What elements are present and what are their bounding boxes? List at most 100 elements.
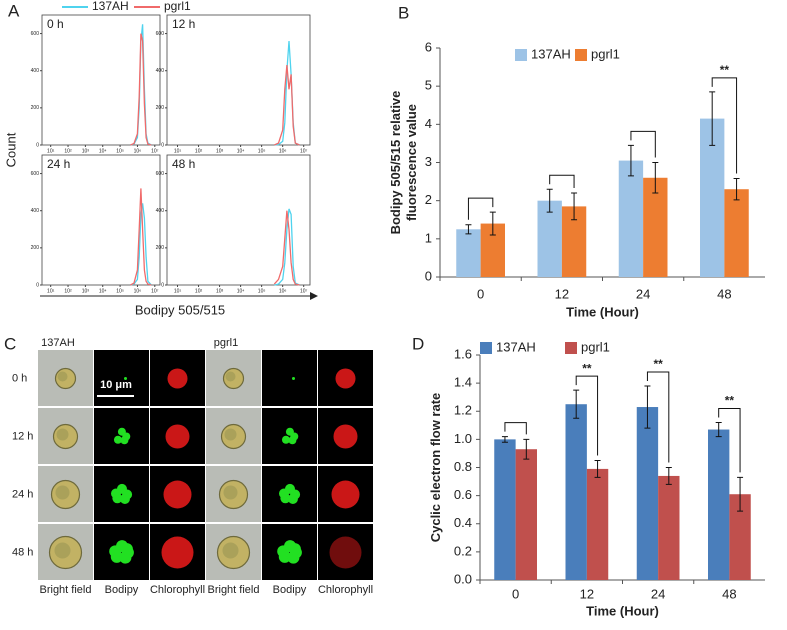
subplot-frame <box>166 154 311 286</box>
strain-label: pgrl1 <box>214 337 238 349</box>
y-axis-label-line: fluorescence value <box>404 104 419 221</box>
y-tick-label: 3 <box>425 154 432 169</box>
cell-detail <box>54 542 71 559</box>
significance-label: ** <box>725 394 735 408</box>
chlorophyll <box>335 368 356 389</box>
x-tick-label: 10² <box>64 288 72 294</box>
error-bar <box>501 436 508 443</box>
error-bar <box>627 144 634 177</box>
error-bar <box>715 422 722 438</box>
y-tick-label: 400 <box>156 208 165 214</box>
bar <box>515 449 537 580</box>
subplot-frame <box>166 14 311 146</box>
y-tick-label: 6 <box>425 39 432 54</box>
bar <box>537 200 562 277</box>
x-tick-label: 10² <box>195 148 203 154</box>
histogram-line <box>274 208 300 286</box>
x-tick-label: 12 <box>555 286 569 301</box>
y-tick-label: 400 <box>156 68 165 74</box>
legend-label: 137AH <box>531 46 571 61</box>
y-tick-label: 2 <box>425 192 432 207</box>
x-tick-label: 10⁴ <box>237 148 245 154</box>
histogram-line <box>274 40 300 146</box>
cell-detail <box>57 371 68 382</box>
error-bar <box>733 178 740 201</box>
legend-label: 137AH <box>496 339 536 354</box>
x-axis-label: Time (Hour) <box>566 304 639 319</box>
y-tick-label: 600 <box>31 31 40 37</box>
y-tick-label: 600 <box>156 171 165 177</box>
x-tick-label: 48 <box>722 586 736 601</box>
histogram-line <box>130 203 152 286</box>
lipid-droplet <box>292 377 295 380</box>
bar <box>456 229 481 277</box>
significance-label: ** <box>653 357 663 371</box>
y-tick-label: 0.2 <box>454 543 472 558</box>
error-bar <box>489 211 496 236</box>
y-tick-label: 0.0 <box>454 571 472 586</box>
x-tick-label: 10¹ <box>174 288 182 294</box>
lipid-droplet <box>278 488 289 499</box>
x-tick-label: 10⁷ <box>300 288 308 294</box>
y-tick-label: 200 <box>31 105 40 111</box>
x-tick-label: 10² <box>195 288 203 294</box>
cell-detail <box>55 485 70 500</box>
bar <box>618 160 644 277</box>
histogram-line <box>274 65 300 146</box>
x-tick-label: 24 <box>651 586 665 601</box>
error-bar <box>465 224 472 235</box>
y-tick-label: 600 <box>156 31 165 37</box>
bracket <box>504 422 527 435</box>
subplot-frame <box>41 14 161 146</box>
x-tick-label: 0 <box>477 286 484 301</box>
y-tick-label: 400 <box>31 208 40 214</box>
x-tick-label: 10¹ <box>47 288 55 294</box>
x-tick-label: 10⁴ <box>237 288 245 294</box>
significance-label: ** <box>720 63 730 77</box>
y-tick-label: 600 <box>31 171 40 177</box>
y-tick-label: 200 <box>156 105 165 111</box>
y-tick-label: 0.4 <box>454 515 472 530</box>
lipid-droplet <box>117 427 126 436</box>
error-bar <box>652 162 659 194</box>
panel-letter: D <box>412 334 424 353</box>
y-tick-label: 0 <box>36 282 39 288</box>
panel-letter: A <box>8 1 20 20</box>
y-tick-label: 0 <box>161 282 164 288</box>
legend-swatch <box>480 342 492 354</box>
chlorophyll <box>167 368 188 389</box>
lipid-droplet <box>277 545 290 558</box>
y-tick-label: 1.0 <box>454 431 472 446</box>
y-tick-label: 200 <box>156 245 165 251</box>
legend-swatch <box>575 49 587 61</box>
legend-label: pgrl1 <box>591 46 620 61</box>
chlorophyll <box>333 424 358 449</box>
subplot-title: 12 h <box>172 17 195 31</box>
error-bar <box>546 188 553 213</box>
x-tick-label: 10⁷ <box>151 148 159 154</box>
strain-label: 137AH <box>41 337 75 349</box>
row-label: 48 h <box>12 546 33 558</box>
y-axis-label: Count <box>3 132 18 167</box>
bar <box>658 475 680 580</box>
x-tick-label: 12 <box>580 586 594 601</box>
chlorophyll <box>329 536 362 569</box>
legend-label: pgrl1 <box>164 0 191 13</box>
bar <box>708 429 730 580</box>
cell-detail <box>222 542 239 559</box>
error-bar <box>737 476 744 512</box>
x-tick-label: 10³ <box>82 148 90 154</box>
significance-label: ** <box>582 361 592 375</box>
x-tick-label: 10⁷ <box>300 148 308 154</box>
lipid-droplet <box>120 436 129 445</box>
y-axis-label-line: Bodipy 505/515 relative <box>388 91 403 235</box>
x-tick-label: 10¹ <box>47 148 55 154</box>
y-axis-label: Cyclic electron flow rate <box>428 393 443 543</box>
chlorophyll <box>331 480 360 509</box>
x-axis-label: Bodipy 505/515 <box>135 302 225 317</box>
image-tile <box>262 466 317 522</box>
y-tick-label: 1 <box>425 230 432 245</box>
error-bar <box>571 192 578 221</box>
bar <box>643 177 668 277</box>
